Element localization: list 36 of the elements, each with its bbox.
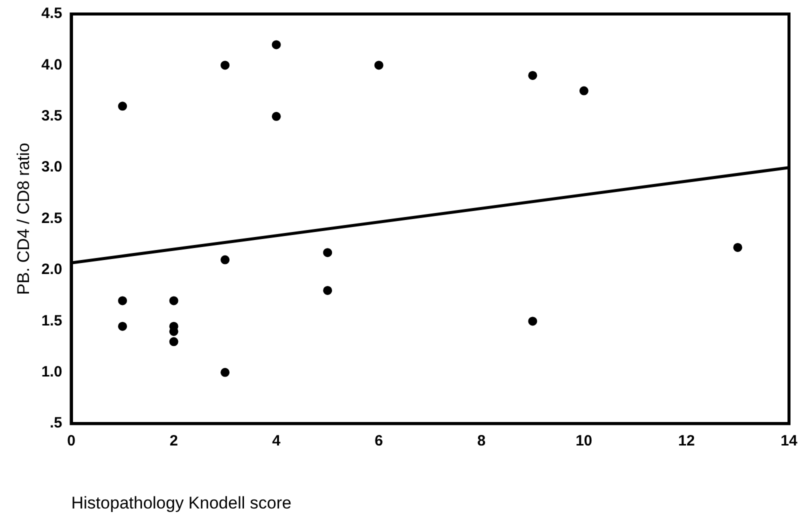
y-tick-label: 2.0: [41, 261, 62, 278]
y-tick-label: 3.0: [41, 158, 62, 176]
point: [579, 86, 588, 96]
y-tick-label: 4.5: [41, 5, 62, 22]
point: [118, 296, 128, 306]
y-tick-label: .5: [50, 414, 62, 432]
point: [220, 368, 230, 377]
point: [220, 60, 230, 70]
x-tick-label: 2: [170, 432, 178, 450]
point: [118, 102, 128, 111]
x-tick-label: 0: [67, 432, 76, 450]
y-tick-label: 2.5: [41, 210, 62, 227]
point: [169, 337, 178, 346]
x-tick-label: 4: [272, 432, 282, 450]
point: [323, 248, 332, 258]
point: [323, 286, 332, 295]
y-tick-label: 1.0: [41, 364, 62, 381]
point: [272, 40, 281, 50]
x-tick-label: 6: [374, 432, 384, 450]
y-axis-title: PB. CD4 / CD8 ratio: [14, 142, 33, 295]
point: [272, 112, 281, 121]
point: [169, 296, 178, 306]
point: [528, 316, 538, 326]
point: [528, 70, 538, 80]
x-tick-label: 14: [780, 432, 798, 450]
y-tick-label: 4.0: [41, 56, 62, 74]
y-tick-label: 1.5: [41, 312, 62, 330]
point: [374, 60, 384, 70]
x-tick-label: 12: [678, 432, 695, 450]
x-tick-label: 10: [576, 432, 592, 450]
x-axis-title: Histopathology Knodell score: [71, 493, 292, 512]
point: [118, 322, 128, 331]
y-tick-label: 3.5: [41, 108, 62, 125]
point: [733, 242, 742, 252]
point: [220, 255, 230, 264]
x-tick-label: 8: [477, 432, 486, 450]
